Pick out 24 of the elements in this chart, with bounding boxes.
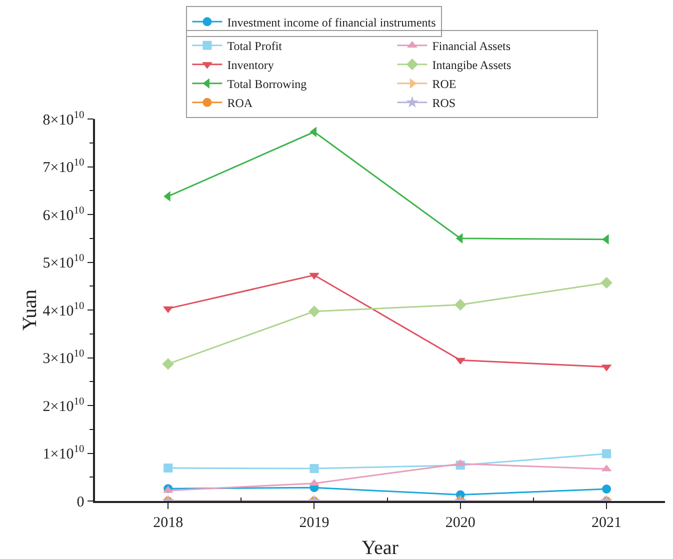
y-tick-label: 4×10$^{10}$ [42,300,84,320]
legend-label: ROS [432,96,456,110]
legend-label: ROA [227,96,253,110]
legend-label: Investment income of financial instruments [227,15,436,30]
legend-label: Inventory [227,58,274,72]
y-tick-label: 5×10$^{10}$ [42,253,84,272]
legend-label: Total Profit [227,39,283,54]
x-axis-title: Year [362,537,399,559]
x-tick-label: 2021 [592,514,622,531]
y-tick-label: 7×10$^{10}$ [42,158,84,176]
x-tick-label: 2020 [445,514,476,531]
legend-label: Intangibe Assets [432,58,512,72]
legend-label: ROE [432,77,456,92]
x-tick-label: 2019 [299,514,330,531]
legend-label: Total Borrowing [227,77,307,92]
legend-label: Financial Assets [432,39,511,54]
y-tick-label: 6×10$^{10}$ [42,205,84,224]
y-tick-label: 0 [76,494,84,510]
y-axis-title: Yuan [18,289,41,331]
y-tick-label: 2×10$^{10}$ [42,396,84,415]
y-tick-label: 8×10$^{10}$ [42,110,84,128]
y-tick-label: 3×10$^{10}$ [42,348,84,367]
x-tick-label: 2018 [153,514,184,531]
y-tick-label: 1×10$^{10}$ [42,444,84,462]
